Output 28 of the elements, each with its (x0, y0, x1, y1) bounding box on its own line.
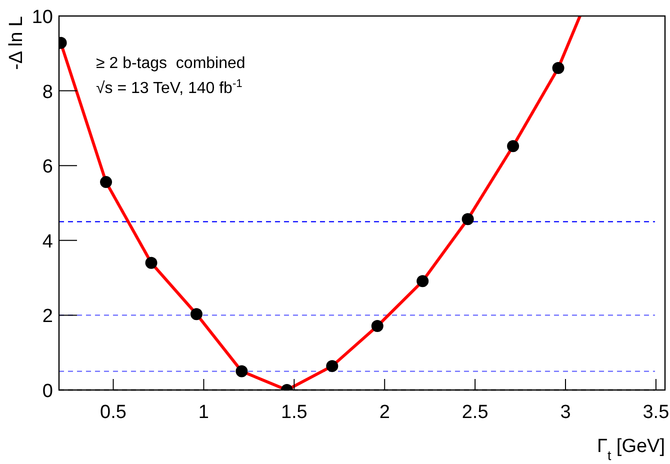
annotation: ≥ 2 b-tags combined (96, 55, 246, 72)
point (190, 308, 202, 320)
line-series (59, 16, 582, 390)
point (236, 365, 248, 378)
x-tick-label: 0.5 (100, 402, 126, 423)
point (462, 213, 474, 226)
point (507, 140, 520, 152)
x-tick-label: 3.5 (642, 402, 670, 423)
point (552, 62, 564, 74)
y-tick-label: 2 (42, 306, 53, 328)
y-tick-label: 4 (42, 231, 54, 252)
point (416, 275, 429, 288)
y-axis-title: -Δ ln L (6, 16, 27, 70)
y-tick-label: 10 (32, 7, 53, 28)
x-tick-label: 2 (379, 402, 390, 423)
x-tick-label: 1 (198, 402, 210, 423)
y-tick-label: 6 (42, 156, 53, 178)
x-tick-label: 3 (560, 402, 571, 423)
point (145, 256, 158, 269)
y-tick-label: 8 (42, 82, 53, 103)
annotation: √s = 13 TeV, 140 fb$^{-1}$ (96, 78, 242, 97)
point (326, 360, 338, 372)
x-axis-title: Γ$_{t}$ [GeV] (596, 436, 665, 462)
x-tick-label: 1.5 (280, 402, 308, 423)
x-tick-label: 2.5 (462, 402, 488, 423)
point (100, 176, 112, 188)
y-tick-label: 0 (42, 381, 53, 402)
point (371, 320, 384, 332)
